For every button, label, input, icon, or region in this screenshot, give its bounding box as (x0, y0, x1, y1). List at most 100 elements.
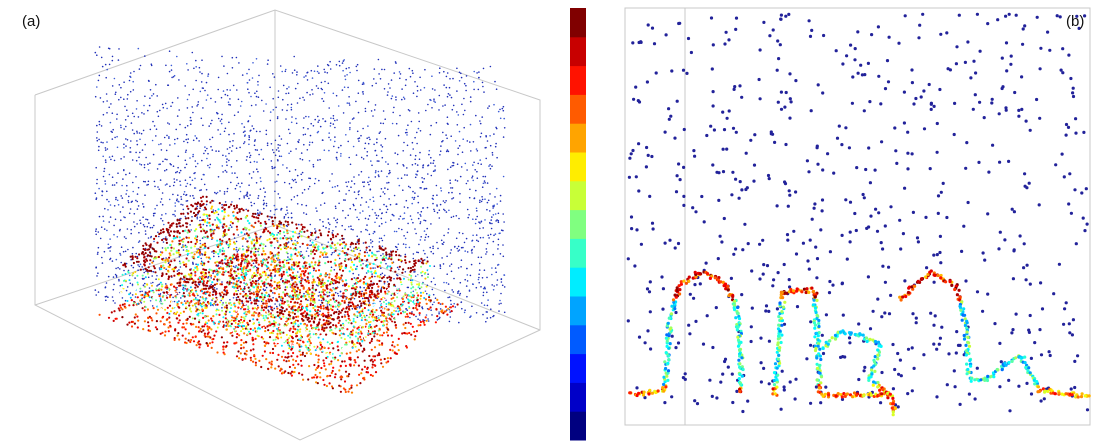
point (387, 316, 389, 318)
point (434, 89, 436, 91)
point (391, 295, 393, 297)
point (357, 64, 359, 66)
point (283, 340, 285, 342)
point (496, 203, 498, 205)
point (382, 191, 384, 193)
point (340, 365, 342, 367)
point (231, 313, 233, 315)
point (165, 286, 167, 288)
point (378, 330, 380, 332)
point (193, 197, 195, 199)
point (268, 298, 270, 300)
point (263, 281, 265, 283)
point (165, 269, 167, 271)
point (451, 310, 453, 312)
point (296, 71, 298, 73)
point (329, 292, 331, 294)
point (429, 150, 431, 152)
point (229, 141, 231, 143)
point (331, 332, 333, 334)
point (118, 48, 120, 50)
point (96, 179, 98, 181)
point (491, 165, 493, 167)
point (365, 111, 367, 113)
point (165, 236, 167, 238)
point (275, 107, 277, 109)
point (214, 219, 216, 221)
point (292, 364, 294, 366)
point (500, 303, 502, 305)
point (388, 283, 390, 285)
point (420, 215, 422, 217)
point (111, 311, 113, 313)
point (420, 298, 422, 300)
point (335, 373, 337, 375)
point (314, 119, 316, 121)
point (309, 94, 311, 96)
point (206, 148, 208, 150)
point (320, 342, 322, 344)
point (162, 295, 164, 297)
point (138, 205, 140, 207)
point (257, 268, 259, 270)
point (164, 137, 166, 139)
point (356, 311, 358, 313)
point (168, 263, 170, 265)
point (499, 109, 501, 111)
point (410, 76, 412, 78)
point (120, 158, 122, 160)
point (148, 181, 150, 183)
point (257, 84, 259, 86)
point (306, 72, 308, 74)
point (371, 110, 373, 112)
point (157, 186, 159, 188)
point (153, 241, 155, 243)
point (148, 169, 150, 171)
point (236, 160, 238, 162)
point (256, 168, 258, 170)
point (384, 187, 386, 189)
point (419, 320, 421, 322)
point (137, 264, 139, 266)
point (126, 263, 128, 265)
point (301, 152, 303, 154)
point (113, 300, 115, 302)
point (276, 306, 278, 308)
point (142, 307, 144, 309)
point (153, 213, 155, 215)
point (318, 72, 320, 74)
point (188, 332, 190, 334)
point (290, 247, 292, 249)
point (415, 177, 417, 179)
point (224, 306, 226, 308)
point (420, 236, 422, 238)
point (345, 217, 347, 219)
point (276, 149, 278, 151)
point (223, 204, 225, 206)
point (269, 274, 271, 276)
point (420, 272, 422, 274)
point (414, 197, 416, 199)
point (231, 282, 233, 284)
point (359, 313, 361, 315)
point (168, 288, 170, 290)
point (328, 137, 330, 139)
point (327, 274, 329, 276)
point (368, 355, 370, 357)
point (249, 130, 251, 132)
point (495, 233, 497, 235)
point (260, 177, 262, 179)
point (232, 140, 234, 142)
point (489, 193, 491, 195)
point (485, 253, 487, 255)
point (96, 137, 98, 139)
point (236, 57, 238, 59)
point (493, 104, 495, 106)
point (419, 302, 421, 304)
point (261, 280, 263, 282)
point (398, 228, 400, 230)
point (466, 169, 468, 171)
point (257, 307, 259, 309)
point (209, 167, 211, 169)
point (192, 156, 194, 158)
